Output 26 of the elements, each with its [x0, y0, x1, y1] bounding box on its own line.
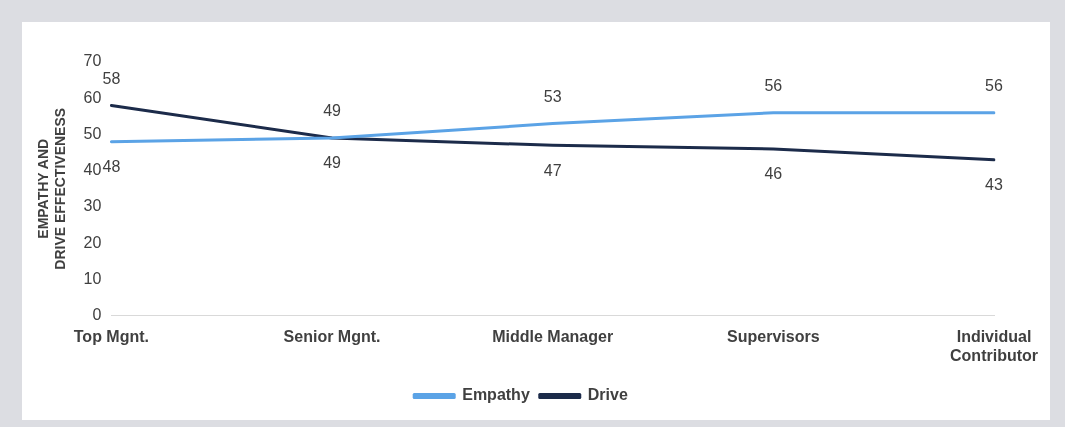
y-tick-label: 20 [83, 233, 102, 251]
legend-label: Empathy [462, 386, 530, 404]
x-tick-label: Middle Manager [492, 327, 614, 345]
data-label: 58 [102, 69, 121, 87]
data-label: 48 [102, 158, 121, 176]
x-tick-label: Supervisors [727, 327, 820, 345]
x-tick-label: Individual Contributor [950, 327, 1038, 364]
y-tick-label: 50 [83, 124, 102, 142]
x-tick-label: Senior Mgnt. [283, 327, 381, 345]
y-tick-label: 10 [83, 269, 102, 287]
x-tick-label: Top Mgnt. [73, 327, 150, 345]
data-label: 46 [764, 165, 783, 183]
y-axis-title: EMPATHY AND DRIVE EFFECTIVENESS [35, 107, 69, 270]
data-label: 49 [323, 102, 342, 120]
data-label: 43 [985, 176, 1004, 194]
data-label: 56 [985, 77, 1004, 95]
y-tick-label: 60 [83, 88, 102, 106]
legend-label: Drive [587, 386, 628, 404]
y-tick-label: 40 [83, 161, 102, 179]
y-tick-label: 30 [83, 197, 102, 215]
y-tick-label: 70 [83, 52, 102, 70]
data-label: 56 [764, 77, 783, 95]
data-label: 47 [543, 161, 562, 179]
data-label: 53 [543, 87, 562, 105]
data-label: 49 [323, 154, 342, 172]
y-tick-label: 0 [92, 306, 102, 324]
